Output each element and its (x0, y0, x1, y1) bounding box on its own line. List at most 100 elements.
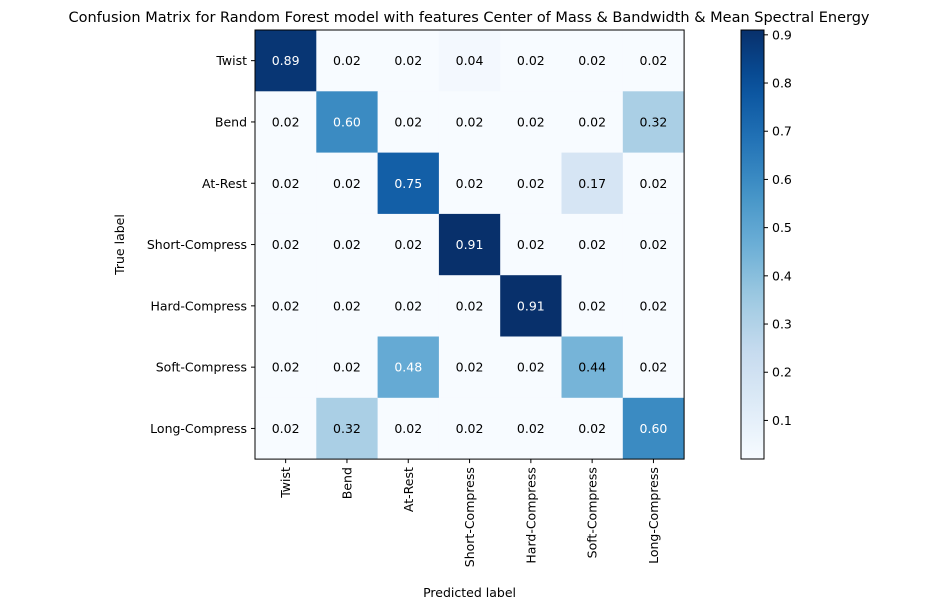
cell-value-label: 0.32 (333, 421, 361, 436)
heatmap-cell (316, 397, 378, 460)
heatmap-cell (622, 30, 685, 92)
heatmap-cell (622, 275, 685, 337)
cell-value-label: 0.02 (578, 114, 606, 129)
heatmap-cell (622, 397, 685, 460)
heatmap-cell (255, 152, 317, 215)
heatmap-cell (377, 152, 440, 215)
heatmap-cell (377, 336, 440, 399)
heatmap-cell (316, 30, 378, 92)
cell-value-label: 0.02 (272, 360, 300, 375)
x-tick-label: Long-Compress (646, 467, 661, 564)
y-tick-label: Long-Compress (150, 421, 247, 436)
cell-value-label: 0.02 (456, 176, 484, 191)
heatmap-cell (316, 152, 378, 215)
cell-value-label: 0.02 (640, 360, 668, 375)
heatmap-cell (561, 91, 624, 153)
cell-value-label: 0.02 (394, 421, 422, 436)
heatmap-cell (561, 275, 624, 337)
x-tick-label: Twist (278, 467, 293, 499)
colorbar-tick-label: 0.1 (772, 413, 792, 428)
cell-value-label: 0.02 (394, 114, 422, 129)
cell-value-label: 0.02 (333, 176, 361, 191)
cell-value-label: 0.02 (394, 237, 422, 252)
x-tick-label: Soft-Compress (585, 467, 600, 558)
cell-value-label: 0.02 (517, 176, 545, 191)
heatmap-cell (316, 275, 378, 337)
cell-value-label: 0.02 (640, 298, 668, 313)
chart-title: Confusion Matrix for Random Forest model… (68, 10, 869, 26)
cell-value-label: 0.02 (517, 421, 545, 436)
heatmap-cell (438, 30, 501, 92)
colorbar-tick-label: 0.8 (772, 76, 792, 91)
cell-value-label: 0.91 (517, 298, 545, 313)
y-tick-label: At-Rest (202, 176, 247, 191)
cell-value-label: 0.02 (578, 237, 606, 252)
cell-value-label: 0.02 (272, 421, 300, 436)
colorbar-tick-label: 0.7 (772, 124, 792, 139)
y-tick-labels: Twist Bend At-Rest Short-Compress Hard-Compr… (147, 53, 255, 436)
heatmap-cell (500, 336, 562, 399)
cell-value-label: 0.44 (578, 360, 606, 375)
heatmap-cell (561, 336, 624, 399)
heatmap-cell (622, 91, 685, 153)
cell-value-label: 0.02 (578, 421, 606, 436)
heatmap: 0.89 0.02 0.02 0.04 0.02 0.02 0.02 0.02 0.60 0.02… (255, 30, 685, 460)
heatmap-cell (561, 213, 624, 276)
heatmap-cell (316, 91, 378, 153)
cell-value-label: 0.60 (640, 421, 668, 436)
colorbar-frame (740, 29, 765, 460)
cell-value-label: 0.04 (456, 53, 484, 68)
cell-value-label: 0.02 (517, 53, 545, 68)
x-tick-label: Short-Compress (462, 467, 477, 567)
x-axis-label: Predicted label (423, 585, 516, 600)
colorbar-tick-label: 0.6 (772, 172, 792, 187)
cell-value-label: 0.17 (578, 176, 606, 191)
heatmap-cell (438, 213, 501, 276)
heatmap-cell (561, 152, 624, 215)
cell-value-label: 0.60 (333, 114, 361, 129)
heatmap-cell (500, 91, 562, 153)
heatmap-cell (255, 213, 317, 276)
heatmap-cell (500, 213, 562, 276)
x-tick-label: At-Rest (401, 467, 416, 512)
cell-value-label: 0.02 (456, 114, 484, 129)
cell-value-label: 0.02 (640, 53, 668, 68)
x-tick-label: Bend (339, 467, 354, 499)
heatmap-cell (561, 30, 624, 92)
cell-value-label: 0.02 (333, 53, 361, 68)
cell-value-label: 0.02 (517, 360, 545, 375)
cell-value-label: 0.75 (394, 176, 422, 191)
heatmap-cell (622, 336, 685, 399)
colorbar-tick-label: 0.2 (772, 365, 792, 380)
heatmap-cell (316, 213, 378, 276)
y-tick-label: Bend (215, 114, 247, 129)
colorbar-gradient (741, 30, 764, 459)
heatmap-cell (255, 336, 317, 399)
cell-value-label: 0.02 (517, 237, 545, 252)
heatmap-cell (316, 336, 378, 399)
heatmap-cell (438, 397, 501, 460)
heatmap-cell (561, 397, 624, 460)
cell-value-label: 0.02 (272, 114, 300, 129)
heatmap-cell (255, 91, 317, 153)
heatmap-cell (438, 91, 501, 153)
x-tick-labels: Twist Bend At-Rest Short-Compress Hard-Compr… (278, 459, 661, 567)
cell-value-label: 0.02 (640, 237, 668, 252)
y-axis-label: True label (112, 214, 127, 276)
cell-value-label: 0.02 (394, 53, 422, 68)
heatmap-cell (377, 30, 440, 92)
cell-value-label: 0.02 (394, 298, 422, 313)
heatmap-cell (255, 30, 317, 92)
y-tick-label: Twist (215, 53, 247, 68)
heatmap-cell (438, 152, 501, 215)
cell-value-label: 0.89 (272, 53, 300, 68)
y-tick-label: Soft-Compress (156, 360, 247, 375)
colorbar-tick-label: 0.4 (772, 268, 792, 283)
heatmap-cell (255, 275, 317, 337)
y-tick-label: Short-Compress (147, 237, 247, 252)
cell-value-label: 0.02 (333, 237, 361, 252)
heatmap-cell (377, 397, 440, 460)
cell-value-label: 0.02 (517, 114, 545, 129)
heatmap-cell (438, 336, 501, 399)
